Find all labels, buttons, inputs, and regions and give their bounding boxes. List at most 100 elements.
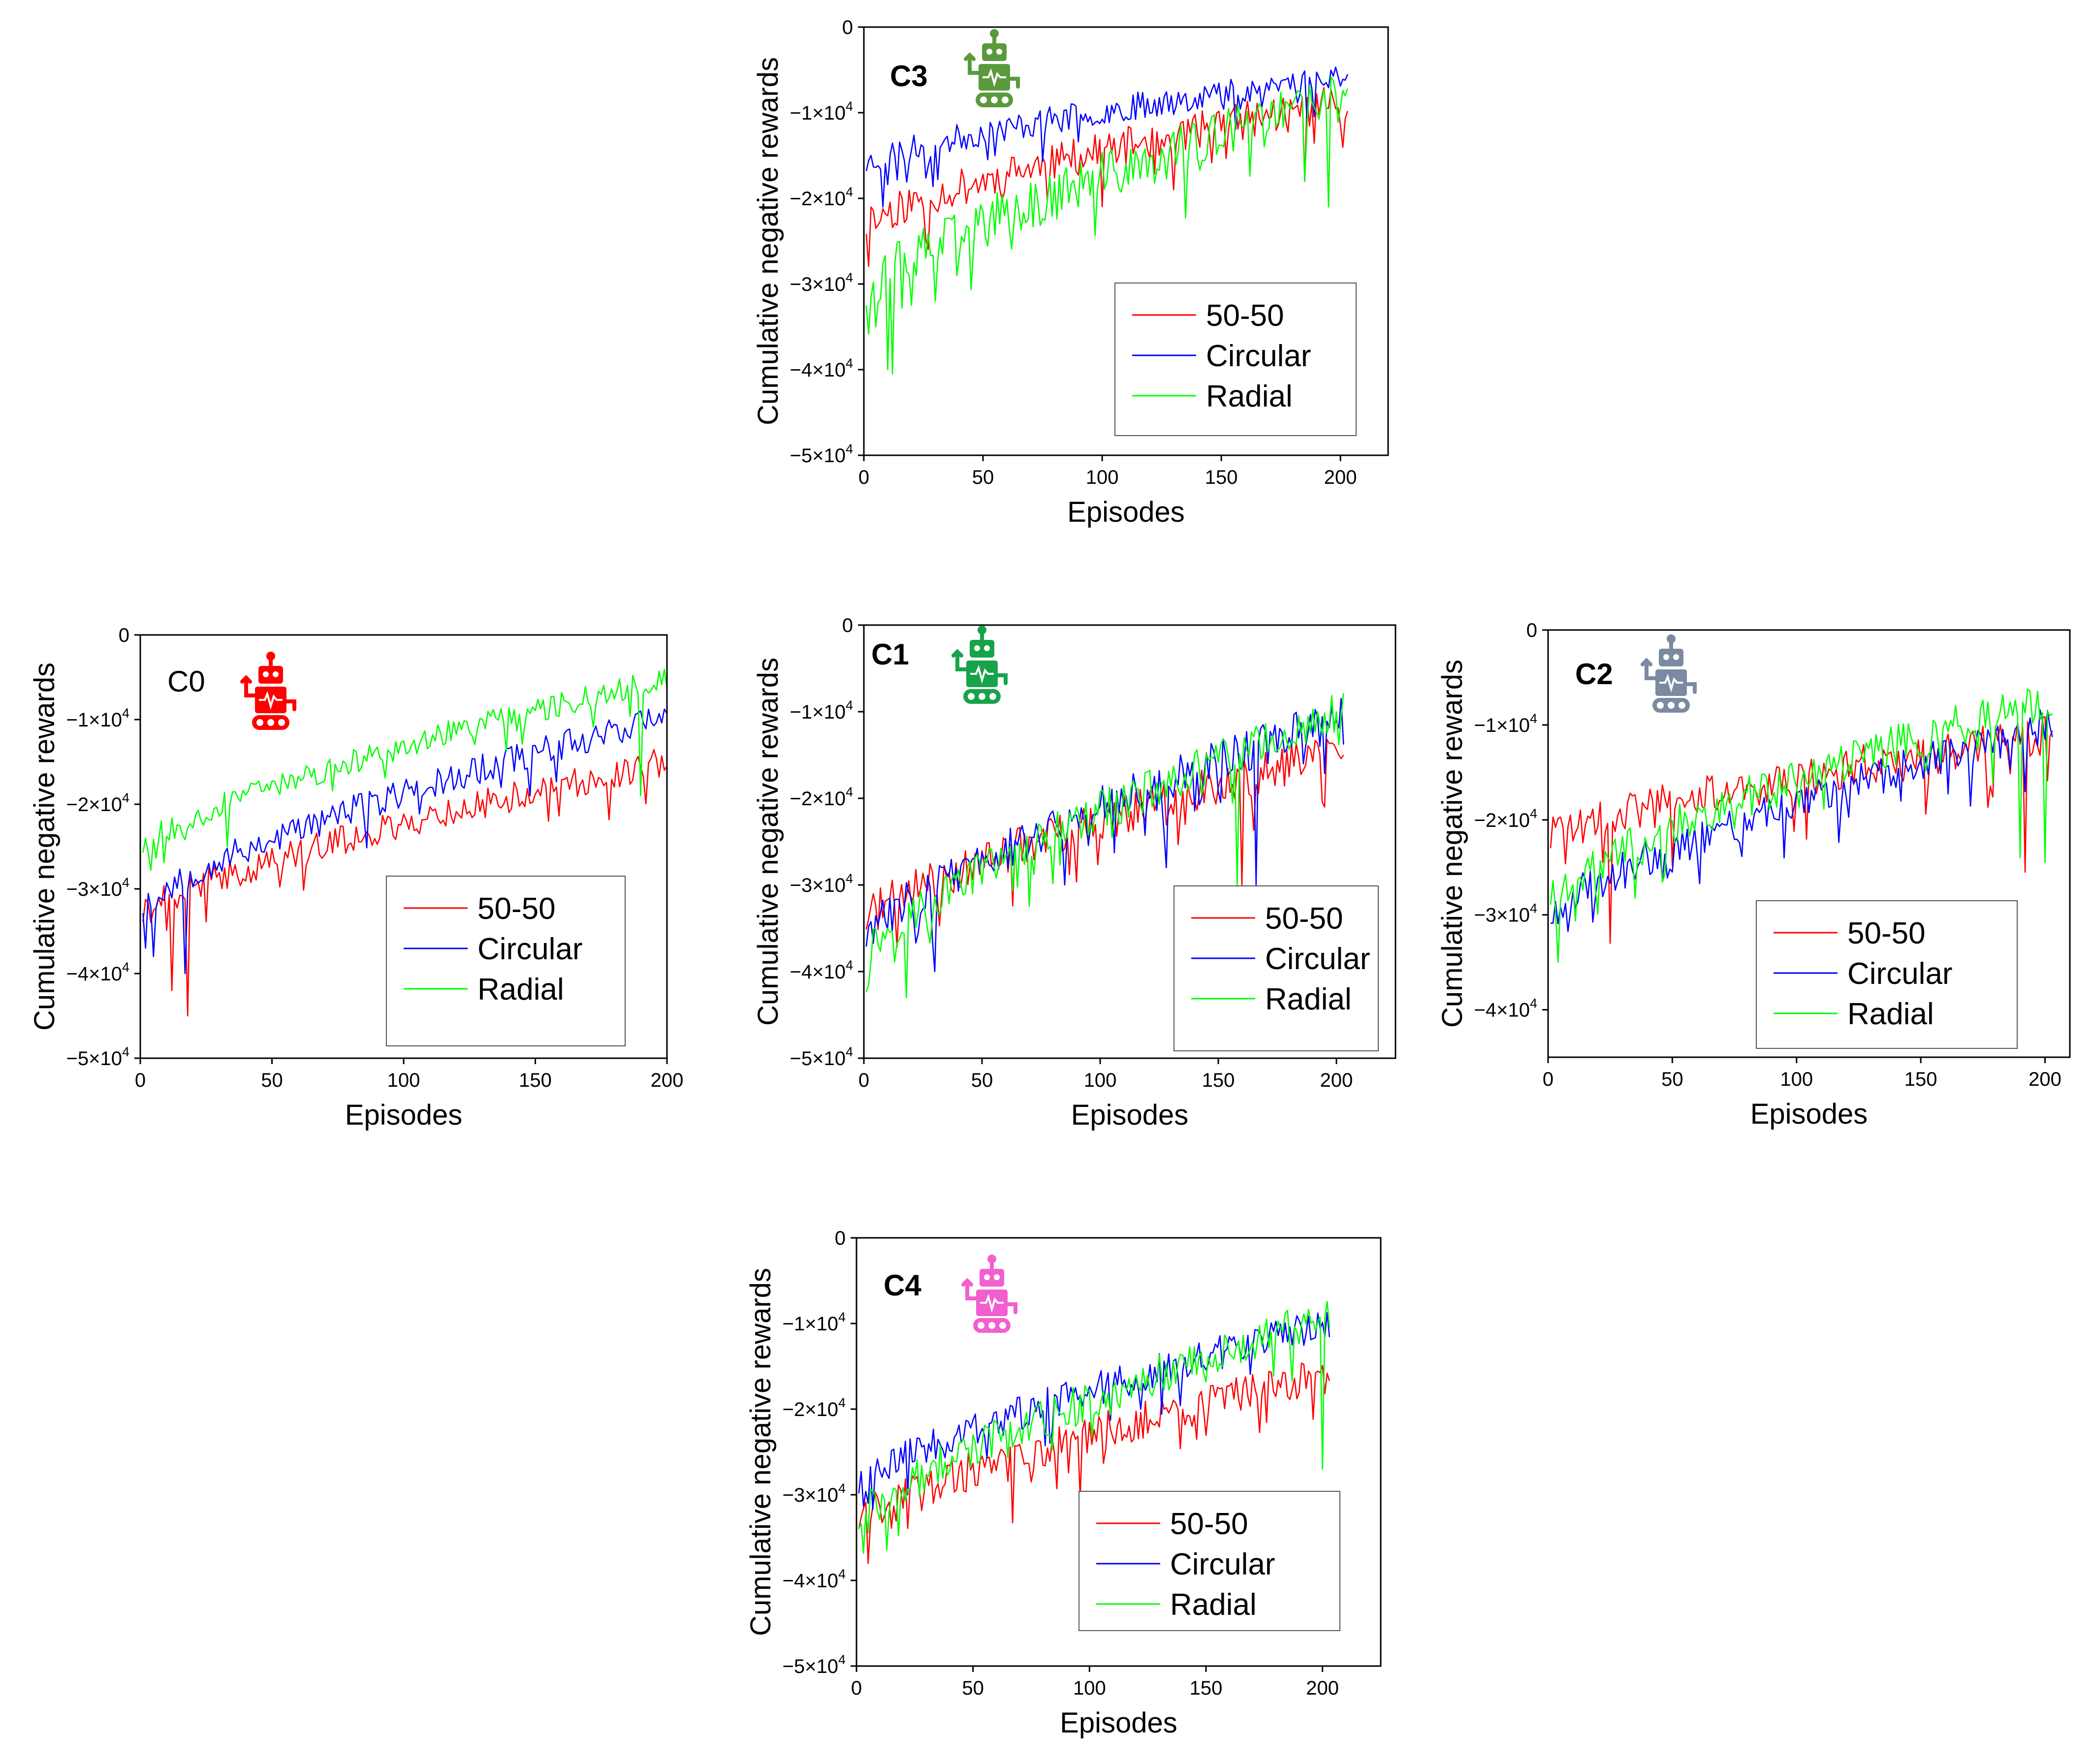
robot-icon bbox=[964, 29, 1020, 107]
robot-eye bbox=[1663, 654, 1669, 660]
x-tick-label: 50 bbox=[962, 1677, 984, 1699]
legend-label: Radial bbox=[1206, 379, 1293, 413]
x-tick-label: 100 bbox=[387, 1070, 420, 1091]
robot-pulse bbox=[980, 1293, 1004, 1313]
y-tick-label: −5×104 bbox=[790, 1044, 854, 1070]
robot-arm-left bbox=[964, 52, 981, 75]
robot-wheel bbox=[278, 719, 285, 726]
robot-eye bbox=[974, 645, 980, 651]
y-tick-label: −2×104 bbox=[790, 185, 854, 210]
series-line-radial bbox=[865, 693, 1344, 999]
y-tick-label: 0 bbox=[842, 17, 853, 38]
series-group bbox=[865, 693, 1344, 999]
legend-label: Circular bbox=[1847, 957, 1953, 991]
robot-arm-left bbox=[240, 675, 257, 697]
robot-head bbox=[258, 666, 283, 684]
legend: 50-50 Circular Radial bbox=[1173, 885, 1379, 1051]
x-tick-label: 0 bbox=[1543, 1069, 1553, 1090]
series-line-50-50 bbox=[865, 87, 1348, 267]
x-axis-title: Episodes bbox=[1750, 1098, 1868, 1130]
series-group bbox=[858, 1300, 1331, 1564]
x-tick-label: 0 bbox=[858, 1070, 869, 1091]
robot-arm-left bbox=[951, 649, 968, 671]
x-axis-title: Episodes bbox=[345, 1099, 463, 1131]
y-tick-label: −4×104 bbox=[790, 958, 854, 983]
legend-box bbox=[386, 876, 626, 1046]
x-tick-label: 150 bbox=[1904, 1069, 1937, 1090]
y-tick-label: −4×104 bbox=[783, 1567, 846, 1592]
x-tick-label: 50 bbox=[971, 1070, 993, 1091]
robot-icon bbox=[961, 1255, 1017, 1333]
robot-antenna-tip bbox=[1667, 634, 1676, 643]
y-tick-label: −4×104 bbox=[66, 960, 130, 985]
robot-head bbox=[980, 1269, 1004, 1287]
robot-body bbox=[966, 661, 998, 687]
x-tick-label: 50 bbox=[972, 467, 994, 488]
robot-wheel bbox=[267, 719, 274, 726]
robot-wheel bbox=[979, 693, 985, 700]
robot-pulse bbox=[259, 691, 283, 710]
legend-label: Circular bbox=[1170, 1547, 1275, 1581]
panel-label: C2 bbox=[1575, 658, 1613, 691]
chart-panel-c1: 0 50 100 150 200 0 −1×104 −2×104 −3×104 −4×104 −5×… bbox=[752, 615, 1396, 1131]
robot-head bbox=[1659, 649, 1683, 666]
y-tick-label: −1×104 bbox=[1474, 711, 1538, 736]
series-group bbox=[1550, 688, 2053, 963]
robot-antenna-tip bbox=[266, 652, 275, 661]
legend-label: 50-50 bbox=[1265, 902, 1343, 936]
x-tick-label: 100 bbox=[1780, 1069, 1813, 1090]
series-line-radial bbox=[1550, 688, 2053, 963]
robot-eye bbox=[984, 1274, 990, 1280]
x-tick-label: 0 bbox=[858, 467, 869, 488]
robot-wheel bbox=[256, 719, 263, 726]
legend-label: Circular bbox=[477, 932, 583, 966]
series-line-circular bbox=[142, 708, 667, 975]
legend: 50-50 Circular Radial bbox=[1078, 1491, 1340, 1631]
y-tick-label: 0 bbox=[835, 1228, 846, 1249]
plot-frame bbox=[863, 624, 1396, 1059]
y-tick-label: −5×104 bbox=[790, 441, 854, 467]
x-tick-label: 150 bbox=[1190, 1677, 1223, 1699]
robot-eye bbox=[273, 671, 279, 677]
x-tick-label: 200 bbox=[2029, 1069, 2061, 1090]
x-tick-label: 200 bbox=[1306, 1677, 1339, 1699]
series-line-50-50 bbox=[858, 1362, 1331, 1564]
robot-antenna-tip bbox=[987, 1255, 996, 1263]
plot-frame bbox=[1547, 629, 2071, 1058]
legend: 50-50 Circular Radial bbox=[386, 876, 626, 1046]
robot-wheel bbox=[999, 1322, 1006, 1329]
robot-wheel bbox=[991, 96, 998, 103]
robot-arm-right bbox=[285, 699, 296, 711]
x-axis-title: Episodes bbox=[1060, 1707, 1177, 1739]
x-tick-label: 200 bbox=[1320, 1070, 1353, 1091]
x-tick-label: 150 bbox=[1205, 467, 1238, 488]
panel-label: C3 bbox=[890, 60, 928, 93]
robot-wheel bbox=[1668, 702, 1675, 709]
legend: 50-50 Circular Radial bbox=[1114, 283, 1357, 436]
legend-box bbox=[1114, 283, 1357, 436]
y-tick-label: −2×104 bbox=[783, 1395, 846, 1420]
y-tick-label: −1×104 bbox=[66, 706, 130, 731]
legend-label: Radial bbox=[477, 973, 564, 1007]
y-axis-title: Cumulative negative rewards bbox=[1436, 660, 1468, 1028]
robot-arm-right bbox=[996, 673, 1008, 685]
y-tick-label: −5×104 bbox=[783, 1652, 846, 1677]
legend-label: Radial bbox=[1265, 982, 1352, 1016]
series-line-radial bbox=[865, 76, 1348, 375]
robot-eye bbox=[986, 49, 992, 55]
series-group bbox=[142, 668, 667, 1017]
x-tick-label: 0 bbox=[851, 1677, 862, 1699]
y-tick-label: −5×104 bbox=[66, 1044, 130, 1070]
x-tick-label: 100 bbox=[1073, 1677, 1106, 1699]
y-tick-label: 0 bbox=[1526, 620, 1537, 641]
robot-body bbox=[255, 687, 286, 713]
y-tick-label: −4×104 bbox=[790, 356, 854, 381]
robot-wheel bbox=[1002, 96, 1009, 103]
robot-icon bbox=[240, 652, 296, 730]
y-tick-label: −2×104 bbox=[790, 785, 854, 810]
legend-label: Radial bbox=[1170, 1588, 1257, 1622]
panel-label: C0 bbox=[167, 665, 205, 698]
robot-eye bbox=[984, 645, 990, 651]
series-line-radial bbox=[142, 668, 667, 871]
series-line-circular bbox=[858, 1312, 1331, 1510]
